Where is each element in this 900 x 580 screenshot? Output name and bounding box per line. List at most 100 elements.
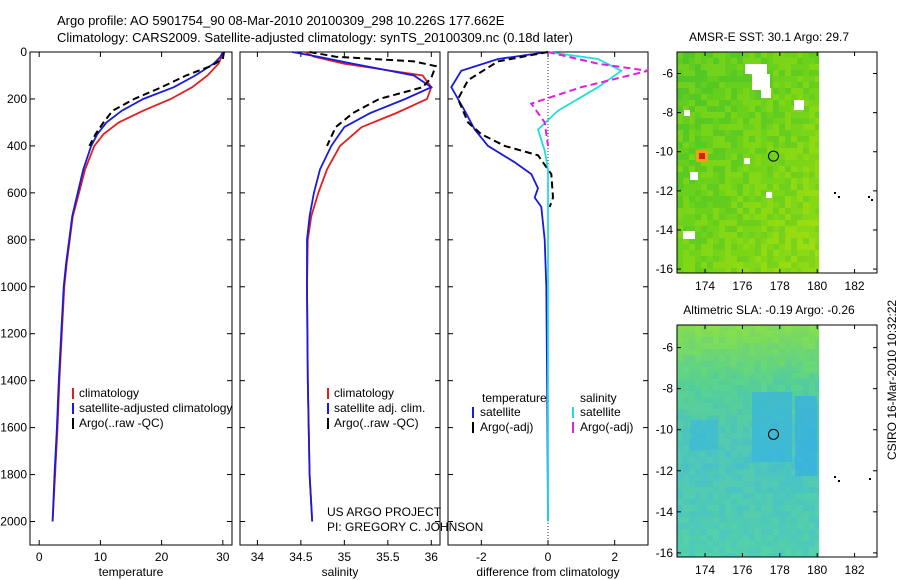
map-cell <box>755 487 761 493</box>
map-cell <box>683 529 689 535</box>
map-cell <box>749 226 755 232</box>
map-cell <box>689 118 695 124</box>
series-line-salinity-argo-adj- <box>529 51 649 147</box>
map-cell <box>677 439 683 445</box>
map-cell <box>779 385 785 391</box>
map-cell <box>791 160 797 166</box>
map-cell <box>719 226 725 232</box>
map-cell <box>719 481 725 487</box>
map-cell <box>743 349 749 355</box>
map-cell <box>815 232 820 238</box>
x-tick-label: 34.5 <box>289 550 313 564</box>
map-cell <box>803 58 809 64</box>
map-cell <box>677 445 683 451</box>
map-cell <box>779 166 785 172</box>
map-cell <box>785 367 791 373</box>
map-cell <box>755 166 761 172</box>
map-cell <box>809 547 815 553</box>
map-cell <box>683 100 689 106</box>
map-cell <box>791 355 797 361</box>
map-cell <box>773 190 779 196</box>
map-cell <box>683 523 689 529</box>
map-cell <box>713 184 719 190</box>
map-cell <box>809 367 815 373</box>
map-cell <box>803 118 809 124</box>
map-cell <box>809 112 815 118</box>
map-cell <box>779 124 785 130</box>
map-cell <box>677 268 683 273</box>
map-cell <box>677 367 683 373</box>
island-speck <box>834 476 836 478</box>
map-cell <box>713 226 719 232</box>
map-cell <box>707 76 713 82</box>
map-cell <box>677 184 683 190</box>
map-cell <box>791 439 797 445</box>
map-cell <box>785 337 791 343</box>
map-cell <box>791 409 797 415</box>
map-cell <box>791 481 797 487</box>
map-cell <box>791 511 797 517</box>
map-cell <box>677 511 683 517</box>
map-cell <box>731 184 737 190</box>
map-cell <box>731 136 737 142</box>
map-cell <box>797 481 803 487</box>
map-cell <box>725 355 731 361</box>
map-cell <box>719 517 725 523</box>
map-cell <box>725 88 731 94</box>
map-cell <box>809 196 815 202</box>
map-cell <box>749 202 755 208</box>
map-cell <box>731 190 737 196</box>
map-cell <box>809 268 815 273</box>
map-cell <box>797 196 803 202</box>
map-cell <box>743 52 749 58</box>
map-cell <box>797 124 803 130</box>
legend-label: Argo(-adj) <box>480 420 533 434</box>
map-cell <box>791 208 797 214</box>
map-cell <box>725 208 731 214</box>
map-cell <box>731 166 737 172</box>
map-cell <box>803 88 809 94</box>
map-cell <box>767 238 773 244</box>
map-cell <box>779 361 785 367</box>
map-cell <box>707 457 713 463</box>
map-cell <box>767 256 773 262</box>
map-cell <box>755 517 761 523</box>
map-cell <box>737 361 743 367</box>
map-cell <box>749 238 755 244</box>
map-cell <box>677 547 683 553</box>
map-cell <box>773 355 779 361</box>
map-cell <box>809 487 815 493</box>
map-cell <box>803 535 809 541</box>
map-cell <box>779 499 785 505</box>
map-cell <box>713 76 719 82</box>
map-cell <box>803 178 809 184</box>
map-cell <box>809 355 815 361</box>
x-tick-label: 36 <box>425 550 439 564</box>
map-cell <box>677 529 683 535</box>
map-cell <box>791 244 797 250</box>
map-cell <box>761 160 767 166</box>
map-cell <box>803 214 809 220</box>
x-tick-label: 30 <box>216 550 230 564</box>
map-cell <box>737 493 743 499</box>
map-cell <box>677 226 683 232</box>
map-cell <box>719 178 725 184</box>
map-cell <box>761 373 767 379</box>
map-cell <box>689 58 695 64</box>
map-cell <box>689 160 695 166</box>
map-cell <box>719 244 725 250</box>
map-cell <box>719 541 725 547</box>
map-cell <box>707 268 713 273</box>
map-cell <box>731 196 737 202</box>
map-cell <box>809 391 815 397</box>
map-cell <box>713 325 719 331</box>
map-cell <box>707 232 713 238</box>
map-cell <box>683 262 689 268</box>
map-cell <box>809 349 815 355</box>
map-cell <box>743 493 749 499</box>
map-cell <box>755 142 761 148</box>
map-cell <box>773 172 779 178</box>
series-line-satellite-adjusted-climatology <box>51 51 224 522</box>
map-cell <box>791 118 797 124</box>
missing-data-patch <box>690 172 698 180</box>
